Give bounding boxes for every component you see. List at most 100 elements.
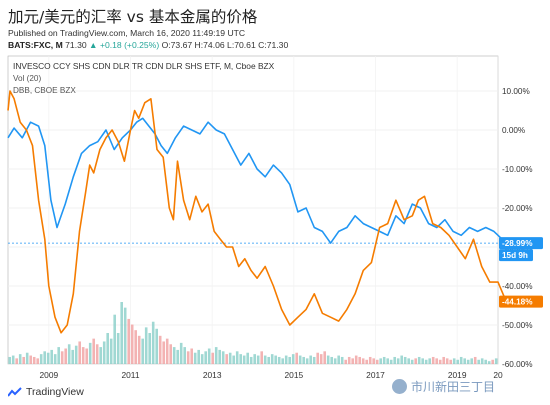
- y-tick-label: -20.00%: [502, 204, 533, 213]
- volume-bar: [435, 358, 438, 364]
- published-line: Published on TradingView.com, March 16, …: [8, 28, 246, 38]
- volume-bar: [288, 356, 291, 364]
- volume-bar: [414, 358, 417, 364]
- volume-bar: [88, 342, 92, 364]
- volume-bar: [190, 348, 193, 364]
- volume-bar: [295, 352, 298, 364]
- volume-bar: [274, 355, 277, 364]
- volume-bar: [263, 355, 267, 364]
- legend-volume[interactable]: Vol (20): [13, 74, 41, 83]
- volume-bar: [228, 352, 232, 364]
- tradingview-logo[interactable]: TradingView: [8, 386, 84, 398]
- volume-bar: [176, 349, 179, 364]
- series-line-dbb[interactable]: [7, 90, 507, 334]
- y-tick-label: -60.00%: [502, 360, 533, 369]
- x-tick-label: 2019: [448, 370, 467, 380]
- volume-bar: [235, 351, 239, 364]
- quote-close: C:71.30: [258, 40, 289, 50]
- volume-bar: [333, 358, 337, 364]
- volume-bar: [452, 358, 456, 364]
- quote-open: O:73.67: [161, 40, 193, 50]
- quote-symbol[interactable]: BATS:FXC, M: [8, 40, 63, 50]
- volume-bar: [449, 359, 452, 364]
- volume-bar: [484, 359, 487, 364]
- y-tick-label: -50.00%: [502, 321, 533, 330]
- volume-bar: [106, 333, 109, 364]
- volume-bar: [256, 355, 260, 364]
- volume-bar: [340, 356, 344, 364]
- tradingview-logo-icon: [8, 387, 22, 397]
- volume-bar: [92, 338, 95, 364]
- volume-bar: [267, 356, 270, 364]
- legend-compare-series[interactable]: DBB, CBOE BZX: [13, 86, 76, 95]
- last-value-badge: [499, 237, 543, 250]
- volume-bar: [410, 359, 414, 364]
- volume-bar: [424, 359, 428, 364]
- volume-bar: [207, 348, 211, 364]
- y-axis-ticks: 10.00%0.00%-10.00%-20.00%-30.00%-40.00%-…: [502, 87, 533, 369]
- volume-bar: [74, 345, 78, 364]
- volume-bar: [354, 355, 358, 364]
- volume-bar: [431, 356, 435, 364]
- quote-low: L:70.61: [227, 40, 256, 50]
- x-tick-label: 20: [493, 370, 503, 380]
- volume-bar: [141, 338, 144, 364]
- plot-area[interactable]: [7, 55, 499, 365]
- quote-change: ▲ +0.18 (+0.25%): [89, 40, 160, 50]
- volume-bar: [81, 347, 85, 364]
- volume-bar: [302, 356, 305, 364]
- volume-bar: [211, 352, 214, 364]
- volume-bar: [316, 352, 319, 364]
- volume-bar: [466, 359, 470, 364]
- volume-bar: [291, 354, 295, 364]
- volume-bar: [120, 302, 123, 364]
- volume-bar: [477, 359, 480, 364]
- volume-bar: [260, 351, 263, 364]
- last-value-badge-label: -28.99%: [502, 239, 533, 248]
- volume-bar: [169, 344, 172, 364]
- volume-bar: [253, 354, 256, 364]
- volume-bar: [281, 358, 284, 364]
- volume-bar: [323, 351, 326, 364]
- volume-bar: [221, 351, 225, 364]
- volume-bar: [11, 355, 15, 364]
- volume-bar: [456, 359, 459, 364]
- volume-bar: [60, 351, 64, 364]
- volume-bar: [319, 354, 323, 364]
- volume-bar: [99, 347, 102, 364]
- volume-bar: [36, 358, 39, 364]
- last-value-badge-label: 15d 9h: [502, 251, 528, 260]
- volume-bar: [64, 348, 67, 364]
- volume-bar: [445, 358, 449, 364]
- volume-bar: [396, 358, 400, 364]
- volume-bar: [127, 318, 130, 364]
- volume-bar: [162, 341, 165, 364]
- volume-bar: [463, 358, 466, 364]
- volume-bar: [494, 358, 498, 364]
- volume-bar: [22, 356, 25, 364]
- volume-bar: [113, 314, 116, 364]
- volume-bar: [186, 351, 190, 364]
- volume-bar: [134, 330, 137, 364]
- volume-bar: [309, 355, 312, 364]
- volume-bar: [491, 359, 494, 364]
- volume-bar: [417, 356, 421, 364]
- volume-bar: [400, 355, 403, 364]
- volume-bar: [487, 361, 491, 364]
- volume-bar: [151, 321, 155, 364]
- volume-bar: [71, 349, 74, 364]
- last-value-badge: [499, 295, 543, 308]
- volume-bar: [67, 344, 71, 364]
- volume-bar: [239, 354, 242, 364]
- volume-bar: [368, 356, 372, 364]
- x-tick-label: 2009: [40, 370, 59, 380]
- volume-bar: [204, 351, 207, 364]
- legend-main-series[interactable]: INVESCO CCY SHS CDN DLR TR CDN DLR SHS E…: [13, 61, 275, 71]
- volume-bar: [284, 355, 288, 364]
- volume-bar: [305, 358, 309, 364]
- volume-bar: [347, 356, 351, 364]
- volume-bar: [95, 344, 99, 364]
- volume-bar: [375, 359, 379, 364]
- volume-bar: [428, 358, 431, 364]
